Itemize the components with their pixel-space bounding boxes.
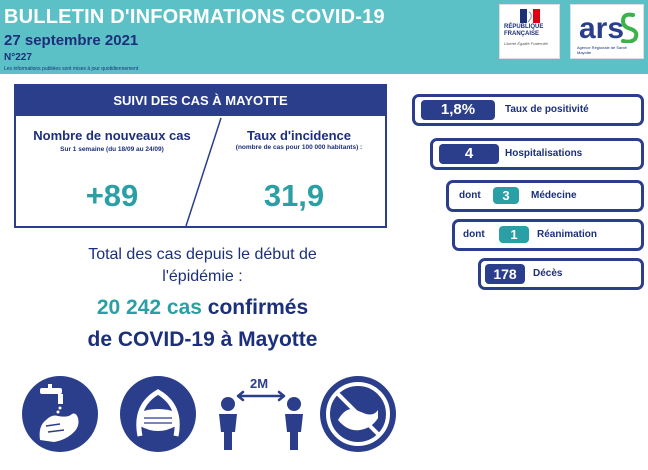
case-box-title: SUIVI DES CAS À MAYOTTE [113,93,288,108]
column-divider [185,117,222,226]
distance-label: 2M [250,376,268,391]
ars-wordmark-icon: ars [579,12,639,43]
indicator-positivity: 1,8% Taux de positivité [412,94,644,126]
reanimation-value: 1 [499,226,529,243]
bulletin-number: N°227 [4,52,32,63]
indicator-hospitalisations: 4 Hospitalisations [430,138,644,170]
new-cases-label: Nombre de nouveaux cas [33,128,191,143]
deces-label: Décès [533,268,563,279]
new-cases-value: +89 [85,178,139,213]
rf-motto: Liberté Égalité Fraternité [504,41,548,46]
positivity-label: Taux de positivité [505,104,589,115]
ars-wordmark: ars [579,12,624,43]
ars-logo: ars Agence Régionale de Santé Mayotte [570,4,644,59]
incidence-value: 31,9 [263,178,325,213]
bulletin-date: 27 septembre 2021 [4,32,139,49]
social-distance-icon: 2M [214,376,308,452]
no-handshake-icon [320,376,396,452]
case-tracking-box: SUIVI DES CAS À MAYOTTE Nombre de nouvea… [14,84,387,228]
positivity-value: 1,8% [421,100,495,120]
medecine-value: 3 [493,187,519,204]
incidence-unit: (nombre de cas pour 100 000 habitants) : [235,144,363,151]
bulletin-title: BULLETIN D'INFORMATIONS COVID-19 [4,6,385,28]
case-box-header: SUIVI DES CAS À MAYOTTE [16,86,385,116]
indicator-reanimation: dont 1 Réanimation [452,219,644,251]
incidence-label: Taux d'incidence [247,128,351,143]
republique-francaise-logo: RÉPUBLIQUE FRANÇAISE Liberté Égalité Fra… [499,4,560,59]
new-cases-period: Sur 1 semaine (du 18/09 au 24/09) [60,146,164,153]
marianne-icon [520,9,540,23]
indicator-medecine: dont 3 Médecine [446,180,644,212]
rf-name: RÉPUBLIQUE FRANÇAISE [504,24,544,37]
reanimation-label: Réanimation [537,229,598,240]
header-banner: BULLETIN D'INFORMATIONS COVID-19 27 sept… [0,0,648,74]
ars-subtitle: Agence Régionale de Santé Mayotte [577,45,627,55]
total-confirmed-line: 20 242 cas confirmés [0,296,405,320]
hospitalisations-label: Hospitalisations [505,148,583,159]
indicator-deces: 178 Décès [478,258,644,290]
total-line-1: Total des cas depuis le début de [88,246,317,263]
medecine-prefix: dont [459,190,481,201]
update-note: Les informations publiées sont mises à j… [4,66,139,72]
deces-value: 178 [485,264,525,284]
medecine-label: Médecine [531,190,577,201]
handwashing-icon [22,376,98,452]
hospitalisations-value: 4 [439,144,499,164]
total-line-2: l'épidémie : [162,268,243,285]
total-count: 20 242 cas [96,296,202,319]
total-line-4: de COVID-19 à Mayotte [87,328,318,351]
reanimation-prefix: dont [463,229,485,240]
total-confirmed-word: confirmés [207,296,309,319]
face-mask-icon [120,376,196,452]
